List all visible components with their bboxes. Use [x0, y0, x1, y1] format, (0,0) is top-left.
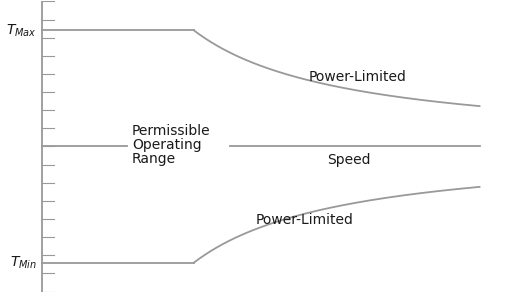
- Text: Range: Range: [132, 152, 176, 166]
- Text: Operating: Operating: [132, 138, 202, 152]
- Text: $T_{Min}$: $T_{Min}$: [10, 254, 37, 271]
- Text: Power-Limited: Power-Limited: [256, 213, 354, 227]
- Text: $T_{Max}$: $T_{Max}$: [6, 22, 37, 39]
- Text: Permissible: Permissible: [132, 125, 211, 138]
- Text: Power-Limited: Power-Limited: [308, 70, 406, 84]
- Text: Speed: Speed: [327, 154, 371, 167]
